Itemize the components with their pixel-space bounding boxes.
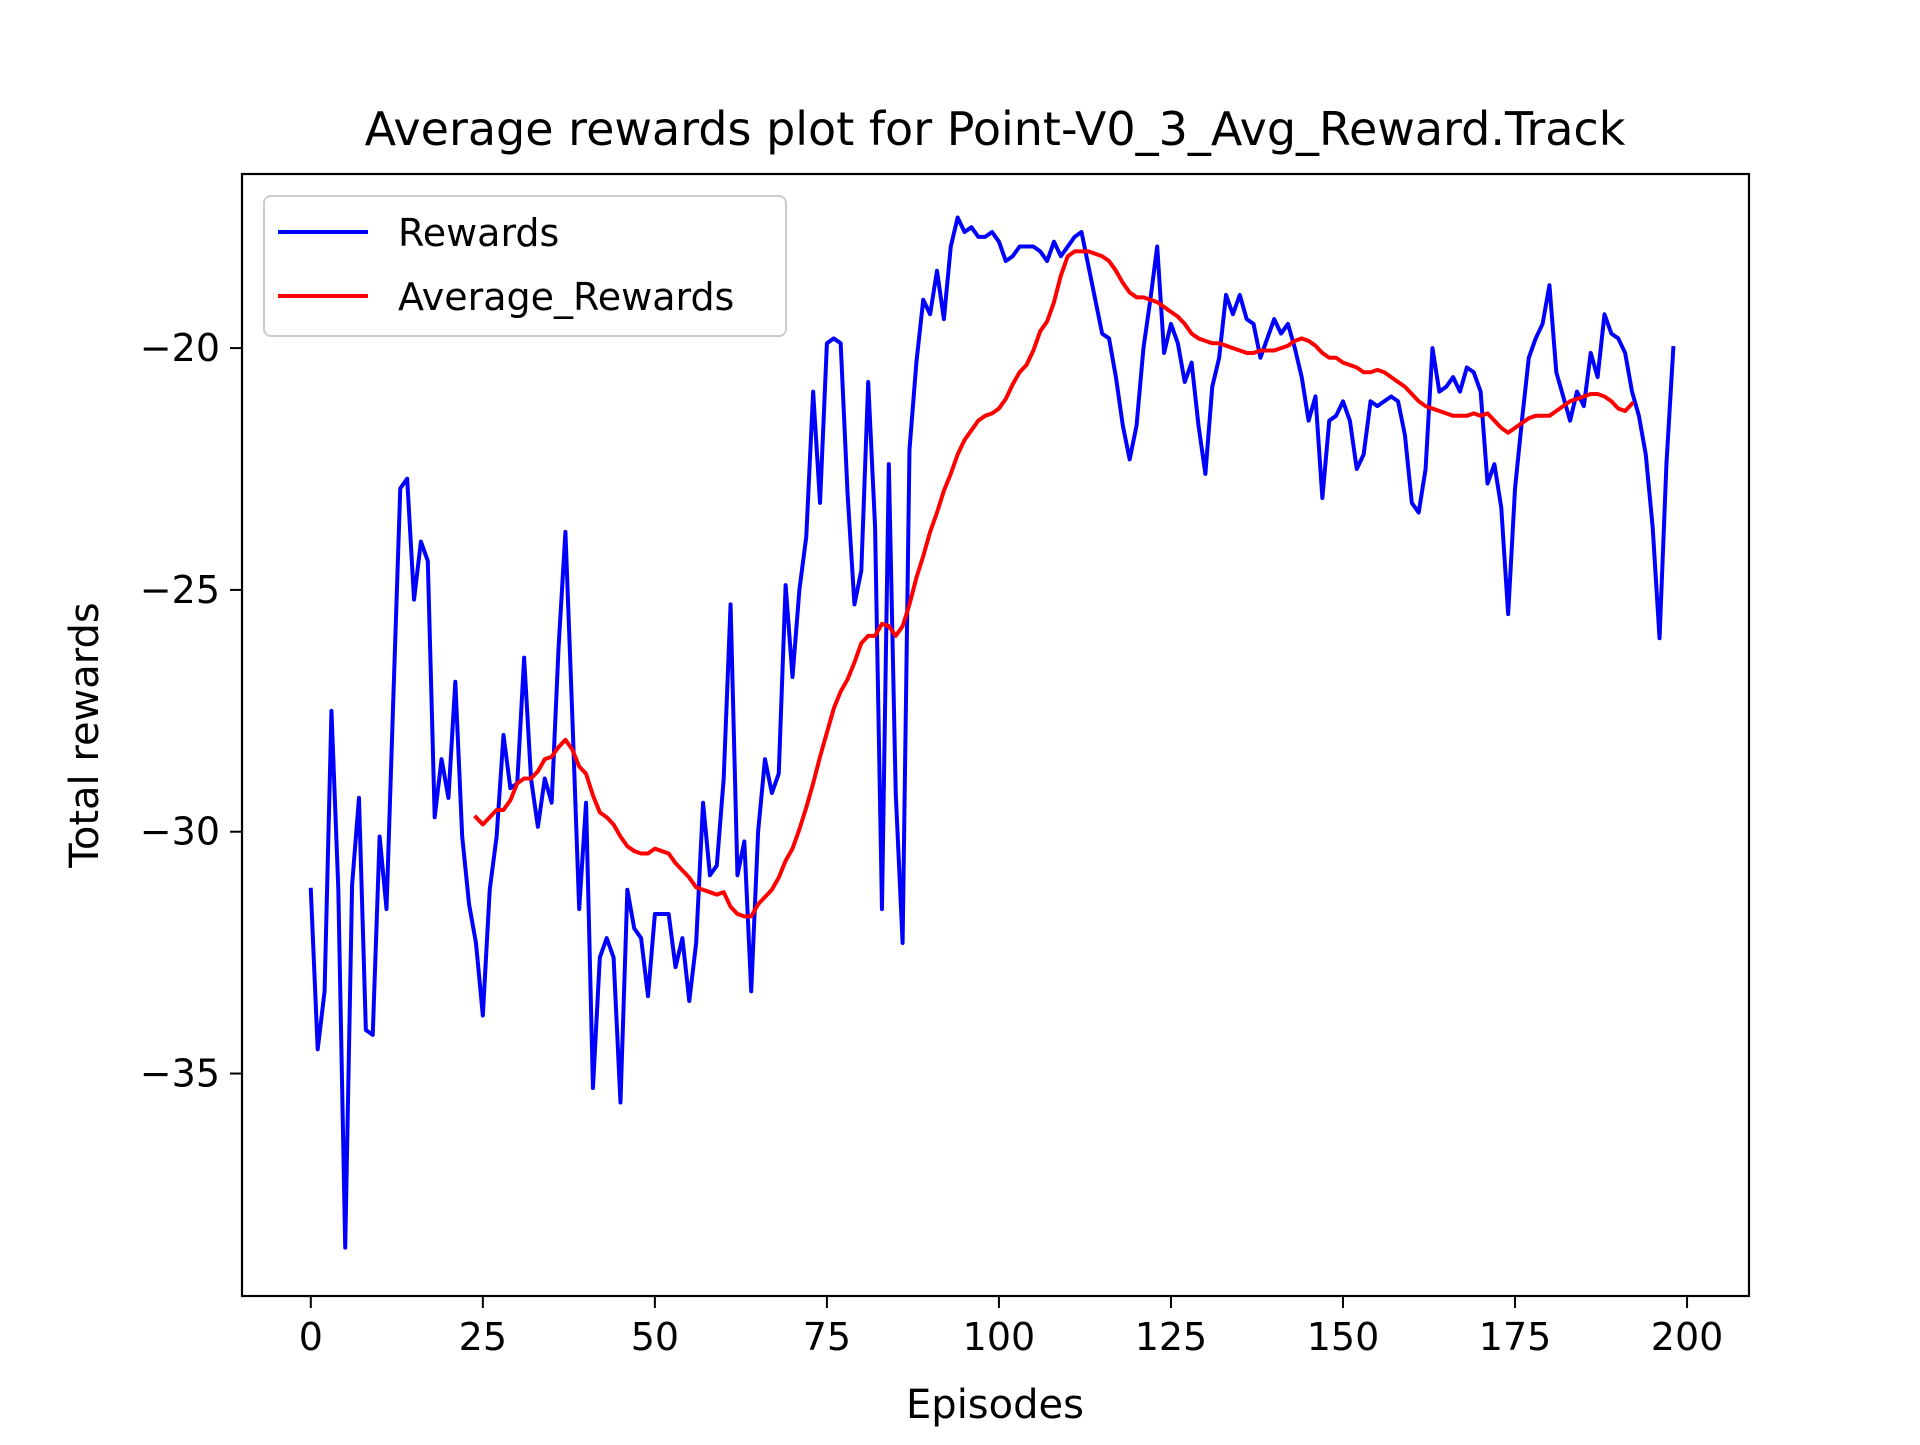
x-axis-label: Episodes	[906, 1382, 1084, 1428]
series-line-rewards	[308, 215, 1676, 1250]
x-tick-label: 200	[1651, 1315, 1724, 1359]
legend-label-average-rewards: Average_Rewards	[398, 275, 734, 319]
x-tick-label: 50	[631, 1315, 679, 1359]
y-tick-label: −30	[140, 810, 220, 854]
plot-area	[308, 215, 1676, 1250]
x-tick-label: 175	[1479, 1315, 1552, 1359]
plot-frame	[240, 172, 1751, 1298]
x-tick-label: 100	[963, 1315, 1036, 1359]
x-axis: 0 25 50 75 100 125 150 175 200	[299, 1296, 1724, 1359]
chart-title: Average rewards plot for Point-V0_3_Avg_…	[365, 102, 1626, 156]
series-line-average-rewards	[473, 249, 1635, 919]
x-tick-label: 75	[803, 1315, 851, 1359]
y-tick-label: −35	[140, 1052, 220, 1096]
legend-box	[263, 195, 787, 337]
y-axis: −35 −30 −25 −20	[140, 326, 242, 1096]
x-tick-label: 0	[299, 1315, 323, 1359]
x-tick-label: 125	[1135, 1315, 1208, 1359]
legend: Rewards Average_Rewards	[263, 195, 787, 337]
x-tick-label: 150	[1307, 1315, 1380, 1359]
x-tick-label: 25	[459, 1315, 507, 1359]
y-tick-label: −20	[140, 326, 220, 370]
legend-label-rewards: Rewards	[398, 211, 559, 255]
y-axis-label: Total rewards	[62, 602, 108, 869]
y-tick-label: −25	[140, 568, 220, 612]
